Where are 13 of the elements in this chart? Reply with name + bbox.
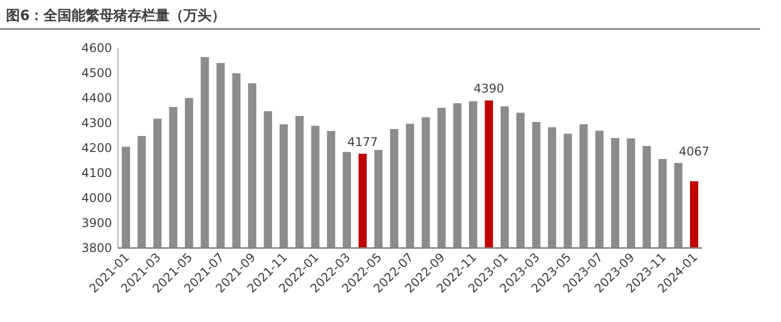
y-tick-label: 4300 bbox=[81, 116, 112, 130]
data-label: 4390 bbox=[474, 82, 504, 96]
chart-title: 图6：全国能繁母猪存栏量（万头） bbox=[6, 8, 226, 24]
y-tick-label: 4600 bbox=[81, 41, 112, 55]
y-tick-label: 4200 bbox=[81, 141, 112, 155]
y-tick-label: 3900 bbox=[81, 216, 112, 230]
data-label: 4177 bbox=[347, 134, 378, 149]
y-tick-label: 3800 bbox=[81, 241, 112, 255]
y-tick-label: 4000 bbox=[81, 191, 112, 205]
y-tick-label: 4500 bbox=[81, 66, 112, 80]
data-label: 4067 bbox=[678, 144, 710, 158]
y-tick-label: 4400 bbox=[81, 91, 112, 105]
y-tick-label: 4100 bbox=[81, 166, 112, 180]
